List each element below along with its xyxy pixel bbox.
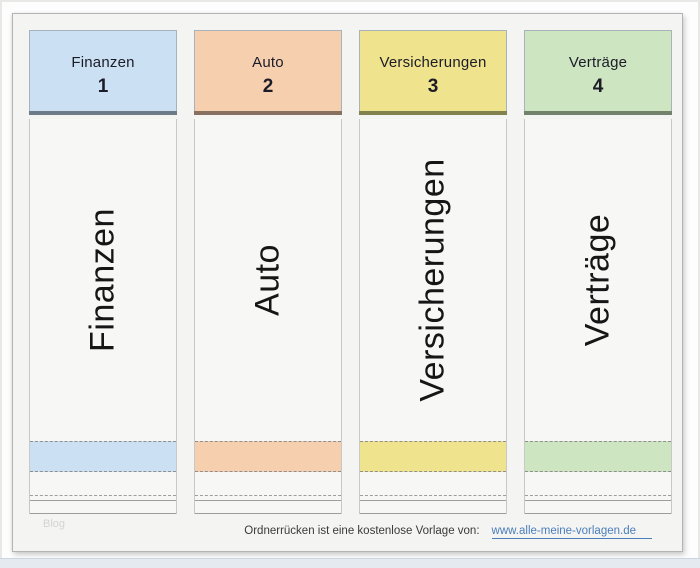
spine-body: Verträge xyxy=(525,119,671,441)
footer: Ordnerrücken ist eine kostenlose Vorlage… xyxy=(244,525,652,539)
folder-spine-columns: Finanzen 1 Finanzen Auto 2 Auto xyxy=(29,30,672,514)
spine-vertical-label[interactable]: Finanzen xyxy=(83,208,122,352)
spine-empty-row xyxy=(30,501,176,514)
spine-empty-row xyxy=(525,472,671,496)
spine-vertical-label[interactable]: Verträge xyxy=(578,213,617,347)
spine-header-divider xyxy=(524,111,672,115)
footer-link[interactable]: www.alle-meine-vorlagen.de xyxy=(491,525,652,539)
spine-header: Versicherungen 3 xyxy=(359,30,507,111)
spine-color-stripe xyxy=(360,441,506,472)
folder-spine-column-1: Finanzen 1 Finanzen xyxy=(29,30,177,514)
spine-empty-row xyxy=(525,496,671,501)
spine-header-divider xyxy=(29,111,177,115)
spine-empty-row xyxy=(195,472,341,496)
watermark-text: Blog xyxy=(43,518,66,530)
spine-header-number[interactable]: 1 xyxy=(97,76,109,97)
spine-sheet: Finanzen xyxy=(29,119,177,514)
spine-empty-row xyxy=(360,501,506,514)
spine-header: Auto 2 xyxy=(194,30,342,111)
footer-caption: Ordnerrücken ist eine kostenlose Vorlage… xyxy=(244,525,480,537)
spine-empty-row xyxy=(195,496,341,501)
spine-empty-row xyxy=(30,472,176,496)
spine-body: Versicherungen xyxy=(360,119,506,441)
spine-header-number[interactable]: 3 xyxy=(427,76,439,97)
folder-spine-column-4: Verträge 4 Verträge xyxy=(524,30,672,514)
spine-empty-row xyxy=(30,496,176,501)
spine-header-label[interactable]: Finanzen xyxy=(71,54,135,71)
spine-header-label[interactable]: Auto xyxy=(252,54,284,71)
spine-header: Finanzen 1 xyxy=(29,30,177,111)
spine-header-divider xyxy=(359,111,507,115)
spine-empty-row xyxy=(195,501,341,514)
spine-body: Auto xyxy=(195,119,341,441)
spine-header-divider xyxy=(194,111,342,115)
spine-empty-row xyxy=(360,496,506,501)
spine-color-stripe xyxy=(525,441,671,472)
spine-color-stripe xyxy=(30,441,176,472)
spine-vertical-label[interactable]: Auto xyxy=(248,244,287,316)
spine-header-number[interactable]: 4 xyxy=(592,76,604,97)
spine-header-label[interactable]: Versicherungen xyxy=(379,54,487,71)
spine-body: Finanzen xyxy=(30,119,176,441)
spine-sheet: Verträge xyxy=(524,119,672,514)
template-page: Finanzen 1 Finanzen Auto 2 Auto xyxy=(12,13,683,552)
spine-color-stripe xyxy=(195,441,341,472)
spine-header-label[interactable]: Verträge xyxy=(568,54,628,71)
spine-empty-row xyxy=(525,501,671,514)
folder-spine-column-3: Versicherungen 3 Versicherungen xyxy=(359,30,507,514)
spine-header-number[interactable]: 2 xyxy=(262,76,274,97)
page-bottom-strip xyxy=(0,558,700,568)
folder-spine-column-2: Auto 2 Auto xyxy=(194,30,342,514)
spine-empty-row xyxy=(360,472,506,496)
spine-header: Verträge 4 xyxy=(524,30,672,111)
spine-vertical-label[interactable]: Versicherungen xyxy=(413,158,452,402)
spine-sheet: Auto xyxy=(194,119,342,514)
spine-sheet: Versicherungen xyxy=(359,119,507,514)
